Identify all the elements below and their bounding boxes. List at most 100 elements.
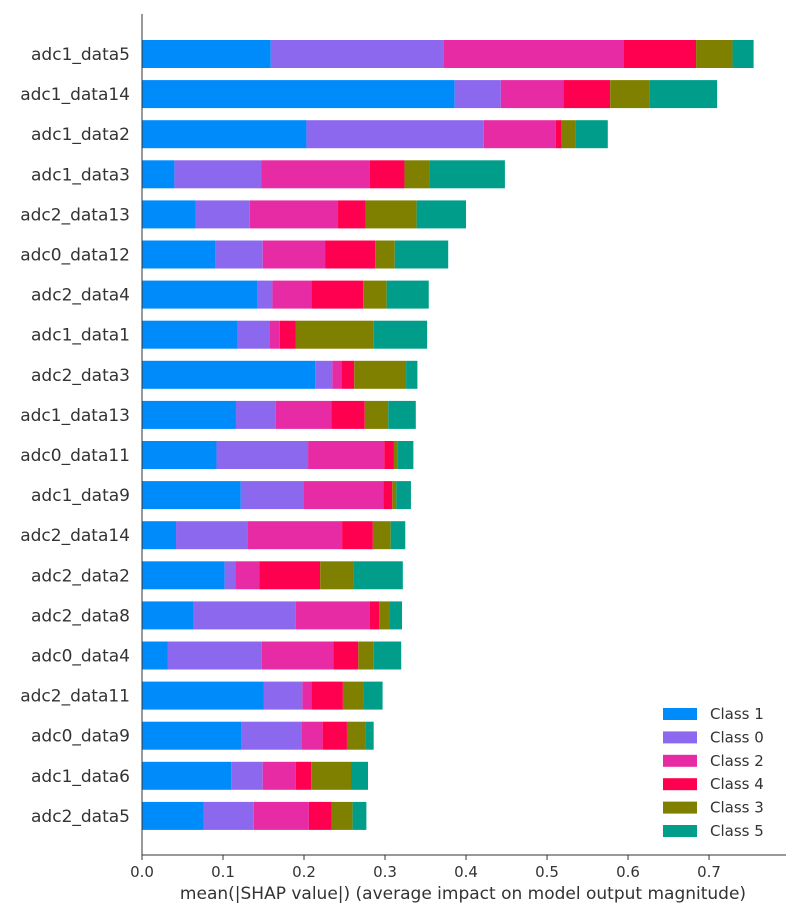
bar-adc1_data6-class-3 — [311, 761, 351, 790]
bar-adc2_data2-class-1 — [142, 561, 225, 590]
bar-adc1_data5-class-2 — [443, 40, 624, 68]
bar-adc0_data9-class-4 — [322, 721, 347, 750]
bar-adc2_data11-class-1 — [142, 681, 264, 710]
feature-label-adc1_data2: adc1_data2 — [31, 125, 130, 145]
feature-label-adc1_data14: adc1_data14 — [20, 85, 130, 105]
bar-adc2_data13-class-5 — [416, 200, 467, 229]
bar-adc1_data14-class-2 — [500, 80, 564, 109]
bar-adc2_data4-class-3 — [363, 280, 387, 309]
bar-adc1_data2-class-1 — [142, 120, 307, 149]
bar-adc0_data12-class-3 — [375, 240, 395, 269]
feature-label-adc1_data5: adc1_data5 — [31, 45, 130, 65]
feature-label-adc0_data11: adc0_data11 — [20, 446, 130, 466]
bar-adc1_data14-class-4 — [563, 80, 611, 109]
bar-adc2_data5-class-2 — [253, 801, 309, 830]
bar-adc0_data12-class-5 — [394, 240, 449, 269]
bar-adc0_data11-class-0 — [216, 441, 309, 469]
bar-adc1_data5-class-0 — [270, 40, 444, 68]
bar-adc2_data3-class-1 — [142, 360, 316, 389]
bar-adc2_data5-class-3 — [331, 801, 353, 830]
legend-swatch-class-1 — [663, 708, 697, 720]
x-tick-label-0.4: 0.4 — [454, 863, 478, 881]
bar-adc1_data5-class-5 — [732, 40, 754, 68]
bar-adc2_data2-class-5 — [353, 561, 403, 590]
legend-label-class-0: Class 0 — [710, 728, 764, 746]
feature-label-adc2_data8: adc2_data8 — [31, 606, 130, 626]
feature-label-adc1_data6: adc1_data6 — [31, 767, 130, 787]
bar-adc1_data3-class-1 — [142, 160, 175, 189]
bar-adc2_data5-class-1 — [142, 801, 204, 830]
bar-adc2_data2-class-0 — [224, 561, 236, 590]
bar-adc2_data11-class-4 — [311, 681, 343, 710]
legend-swatch-class-0 — [663, 731, 697, 744]
feature-label-adc1_data13: adc1_data13 — [20, 406, 130, 426]
bar-adc0_data12-class-0 — [215, 240, 263, 269]
bar-adc2_data13-class-3 — [365, 200, 417, 229]
bar-adc0_data4-class-3 — [358, 641, 374, 670]
bar-adc1_data9-class-5 — [396, 481, 411, 510]
x-tick-label-0.0: 0.0 — [130, 863, 154, 881]
bar-adc2_data8-class-5 — [389, 601, 403, 630]
bar-adc1_data3-class-5 — [429, 160, 505, 189]
bar-adc2_data8-class-4 — [369, 601, 380, 630]
bar-adc2_data14-class-3 — [372, 521, 391, 550]
bar-adc2_data13-class-4 — [338, 200, 366, 229]
bar-adc1_data9-class-1 — [142, 481, 241, 510]
bar-adc1_data3-class-0 — [174, 160, 262, 189]
feature-label-adc2_data4: adc2_data4 — [31, 286, 130, 306]
bar-adc0_data11-class-4 — [384, 441, 394, 469]
legend-label-class-5: Class 5 — [710, 822, 764, 840]
feature-label-adc1_data9: adc1_data9 — [31, 486, 130, 506]
bar-adc1_data2-class-3 — [561, 120, 576, 149]
bar-adc2_data3-class-3 — [354, 360, 407, 389]
bar-adc1_data2-class-5 — [575, 120, 608, 149]
bar-adc0_data9-class-2 — [301, 721, 323, 750]
bar-adc1_data1-class-5 — [373, 320, 428, 349]
feature-label-adc2_data5: adc2_data5 — [31, 807, 130, 827]
bar-adc2_data11-class-3 — [342, 681, 364, 710]
bar-adc1_data14-class-0 — [454, 80, 501, 109]
legend-swatch-class-2 — [663, 754, 697, 767]
bar-adc1_data1-class-0 — [237, 320, 270, 349]
bar-adc2_data14-class-2 — [247, 521, 343, 550]
bar-adc2_data8-class-0 — [193, 601, 296, 630]
x-tick-label-0.1: 0.1 — [211, 863, 235, 881]
bar-adc2_data11-class-0 — [263, 681, 303, 710]
legend-swatch-class-3 — [663, 801, 697, 814]
feature-label-adc0_data9: adc0_data9 — [31, 727, 130, 747]
bar-adc2_data5-class-4 — [308, 801, 332, 830]
bar-adc2_data3-class-2 — [332, 360, 342, 389]
bar-adc1_data5-class-1 — [142, 40, 271, 68]
bar-adc0_data11-class-2 — [308, 441, 385, 469]
bar-adc2_data14-class-1 — [142, 521, 177, 550]
bar-adc1_data14-class-1 — [142, 80, 455, 109]
bar-adc0_data11-class-3 — [393, 441, 398, 469]
bar-adc2_data13-class-1 — [142, 200, 196, 229]
bar-adc2_data5-class-0 — [203, 801, 254, 830]
x-tick-label-0.5: 0.5 — [535, 863, 559, 881]
bar-adc2_data13-class-2 — [249, 200, 339, 229]
bar-adc2_data4-class-2 — [272, 280, 312, 309]
bar-adc1_data1-class-1 — [142, 320, 238, 349]
bar-adc0_data11-class-5 — [397, 441, 414, 469]
feature-label-adc1_data3: adc1_data3 — [31, 165, 130, 185]
bar-adc2_data13-class-0 — [195, 200, 250, 229]
feature-label-adc0_data12: adc0_data12 — [20, 246, 130, 266]
feature-label-adc2_data2: adc2_data2 — [31, 566, 130, 586]
bar-adc0_data4-class-5 — [373, 641, 402, 670]
bar-adc0_data4-class-2 — [261, 641, 334, 670]
x-tick-label-0.3: 0.3 — [373, 863, 397, 881]
bar-adc1_data1-class-3 — [295, 320, 374, 349]
x-ticks: 0.0 0.1 0.2 0.3 0.4 0.5 0.6 0.7 — [130, 855, 721, 881]
bar-adc0_data12-class-2 — [262, 240, 326, 269]
bar-adc1_data14-class-5 — [649, 80, 718, 109]
bar-adc1_data9-class-2 — [304, 481, 384, 510]
bar-adc1_data13-class-0 — [235, 400, 276, 429]
bar-adc2_data11-class-5 — [363, 681, 383, 710]
bar-adc1_data5-class-4 — [623, 40, 697, 68]
bar-adc1_data13-class-1 — [142, 400, 236, 429]
bar-adc1_data6-class-5 — [350, 761, 369, 790]
bar-adc2_data3-class-4 — [341, 360, 355, 389]
bar-adc1_data14-class-3 — [610, 80, 650, 109]
